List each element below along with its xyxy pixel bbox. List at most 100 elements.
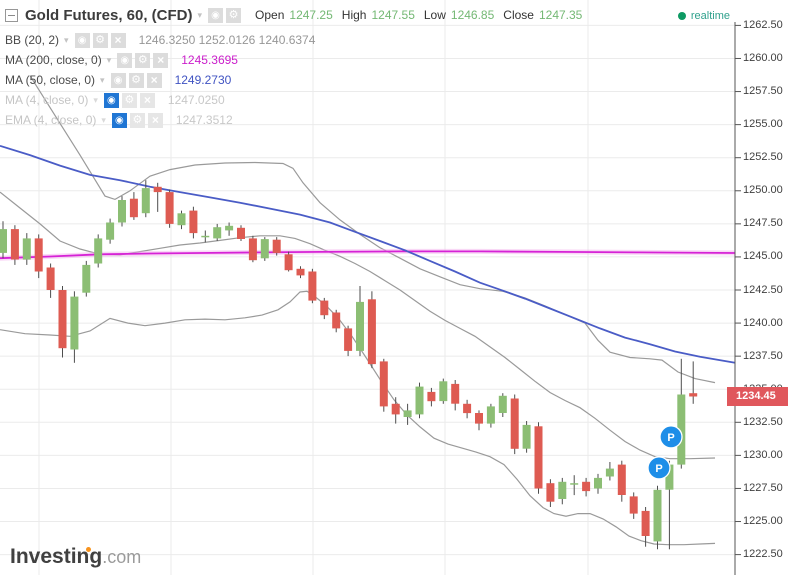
candle[interactable] bbox=[379, 358, 388, 412]
candle[interactable] bbox=[189, 206, 198, 239]
eye-icon[interactable]: ◉ bbox=[74, 32, 90, 48]
candle-body bbox=[594, 477, 602, 489]
candle[interactable] bbox=[332, 309, 341, 333]
candle[interactable] bbox=[22, 233, 31, 265]
candle[interactable] bbox=[344, 325, 353, 357]
candle[interactable] bbox=[486, 403, 495, 428]
candle[interactable] bbox=[213, 223, 222, 241]
candle[interactable] bbox=[201, 230, 210, 243]
ohlc-label: High bbox=[341, 8, 367, 22]
candle[interactable] bbox=[641, 507, 650, 547]
candle[interactable] bbox=[177, 210, 186, 230]
position-marker[interactable]: P bbox=[659, 425, 683, 449]
candle-body bbox=[308, 271, 317, 301]
candle[interactable] bbox=[617, 460, 626, 502]
candle[interactable] bbox=[34, 234, 43, 279]
candle[interactable] bbox=[225, 222, 234, 236]
candle[interactable] bbox=[272, 237, 281, 256]
candle[interactable] bbox=[284, 251, 293, 272]
candle[interactable] bbox=[94, 234, 103, 268]
gear-button[interactable]: ⚙ bbox=[226, 7, 242, 23]
candle[interactable] bbox=[129, 192, 138, 220]
candle[interactable] bbox=[605, 462, 614, 481]
candle[interactable] bbox=[546, 479, 555, 507]
chevron-down-icon[interactable]: ▾ bbox=[100, 74, 105, 85]
candle[interactable] bbox=[629, 492, 638, 519]
eye-icon[interactable]: ◉ bbox=[117, 52, 133, 68]
last-price-tag: 1234.45 bbox=[727, 387, 788, 406]
candle[interactable] bbox=[558, 477, 567, 505]
gear-icon[interactable]: ⚙ bbox=[92, 32, 108, 48]
candle[interactable] bbox=[320, 297, 329, 320]
candle[interactable] bbox=[534, 422, 543, 494]
candle-body bbox=[367, 299, 376, 365]
candle[interactable] bbox=[594, 473, 602, 494]
eye-icon[interactable]: ◉ bbox=[111, 112, 127, 128]
candle[interactable] bbox=[58, 286, 67, 358]
candle[interactable] bbox=[403, 403, 412, 425]
candle[interactable] bbox=[46, 263, 55, 298]
candle[interactable] bbox=[356, 286, 364, 357]
candle[interactable] bbox=[10, 225, 19, 265]
candle[interactable] bbox=[475, 410, 483, 431]
candle[interactable] bbox=[248, 235, 257, 263]
close-icon[interactable]: × bbox=[146, 72, 162, 88]
position-marker[interactable]: P bbox=[647, 456, 671, 480]
gear-icon[interactable]: ⚙ bbox=[135, 52, 151, 68]
investing-logo: Investing.com bbox=[10, 545, 141, 569]
candle[interactable] bbox=[498, 393, 507, 417]
gear-icon[interactable]: ⚙ bbox=[129, 112, 145, 128]
gear-icon[interactable]: ⚙ bbox=[121, 92, 137, 108]
candle[interactable] bbox=[106, 218, 115, 244]
candle-body bbox=[605, 468, 614, 477]
close-icon[interactable]: × bbox=[147, 112, 163, 128]
candle-body bbox=[415, 386, 424, 415]
candle[interactable] bbox=[153, 182, 162, 212]
indicator-row: MA (50, close, 0) ▾ ◉ ⚙ × 1249.2730 bbox=[5, 70, 315, 90]
candle[interactable] bbox=[439, 378, 448, 404]
eye-icon[interactable]: ◉ bbox=[103, 92, 119, 108]
candle[interactable] bbox=[165, 189, 174, 228]
candle[interactable] bbox=[665, 460, 674, 550]
candle[interactable] bbox=[367, 291, 376, 369]
indicator-values: 1245.3695 bbox=[181, 53, 238, 67]
candle[interactable] bbox=[689, 361, 698, 404]
candle[interactable] bbox=[260, 237, 269, 261]
chevron-down-icon[interactable]: ▾ bbox=[197, 9, 203, 20]
candle[interactable] bbox=[308, 268, 317, 304]
candle[interactable] bbox=[463, 399, 472, 419]
chevron-down-icon[interactable]: ▾ bbox=[106, 54, 112, 65]
candle[interactable] bbox=[82, 260, 91, 297]
collapse-legend-icon[interactable] bbox=[5, 8, 18, 22]
indicator-row: EMA (4, close, 0) ▾ ◉ ⚙ × 1247.3512 bbox=[5, 110, 315, 130]
logo-orange-dot bbox=[86, 547, 91, 552]
close-icon[interactable]: × bbox=[153, 52, 169, 68]
candle[interactable] bbox=[391, 397, 400, 424]
eye-button[interactable]: ◉ bbox=[208, 7, 224, 23]
close-icon[interactable]: × bbox=[110, 32, 126, 48]
candle[interactable] bbox=[522, 421, 531, 453]
candle[interactable] bbox=[118, 196, 126, 227]
candle-body bbox=[46, 267, 55, 290]
candle[interactable] bbox=[510, 394, 519, 455]
candle[interactable] bbox=[70, 291, 79, 363]
candle[interactable] bbox=[570, 475, 579, 496]
candle[interactable] bbox=[0, 221, 7, 259]
y-axis-label: 1255.00 bbox=[743, 118, 783, 131]
candle[interactable] bbox=[415, 382, 424, 419]
gear-icon[interactable]: ⚙ bbox=[128, 72, 144, 88]
candle[interactable] bbox=[677, 358, 686, 469]
candle[interactable] bbox=[582, 477, 591, 497]
eye-icon[interactable]: ◉ bbox=[110, 72, 126, 88]
chevron-down-icon[interactable]: ▾ bbox=[93, 94, 98, 105]
candle[interactable] bbox=[427, 387, 436, 407]
candle[interactable] bbox=[451, 380, 460, 411]
candle[interactable] bbox=[296, 266, 305, 279]
candle[interactable] bbox=[237, 225, 245, 241]
candle[interactable] bbox=[141, 180, 150, 218]
chevron-down-icon[interactable]: ▾ bbox=[101, 114, 106, 125]
candle[interactable] bbox=[653, 485, 662, 550]
close-icon[interactable]: × bbox=[139, 92, 155, 108]
chevron-down-icon[interactable]: ▾ bbox=[64, 34, 69, 45]
